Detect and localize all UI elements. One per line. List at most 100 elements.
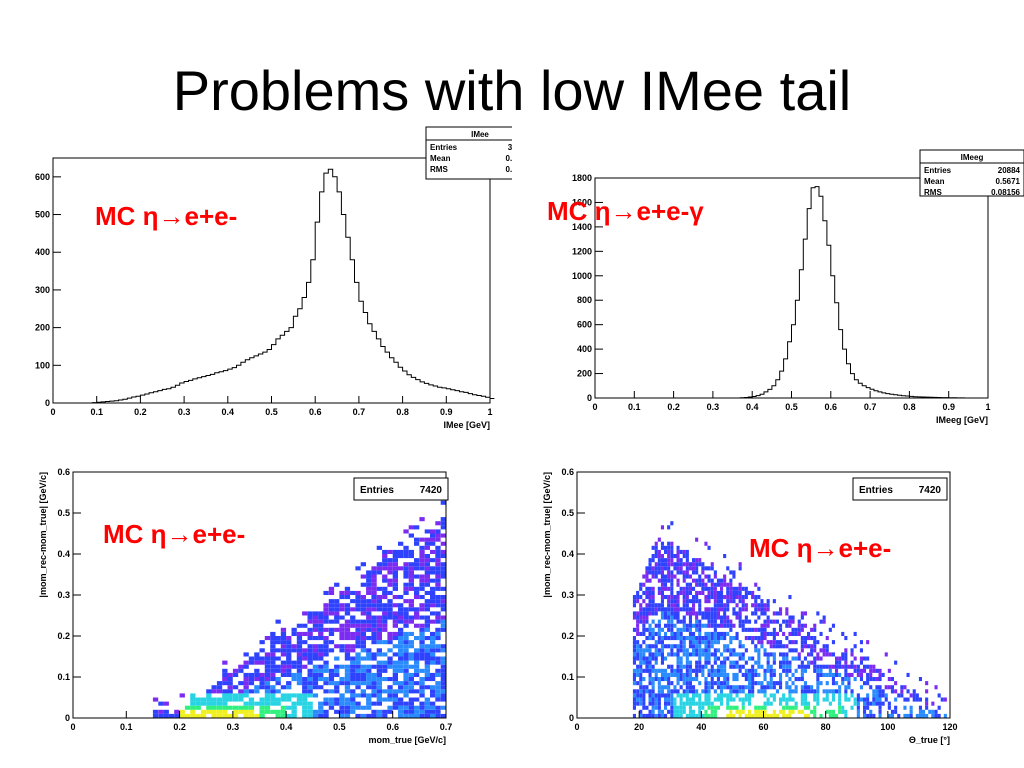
heatmap-cell xyxy=(232,705,239,710)
heatmap-cell xyxy=(430,599,436,604)
heatmap-cell xyxy=(392,652,398,657)
heatmap-cell xyxy=(334,701,340,706)
heatmap-cell xyxy=(387,689,393,694)
heatmap-cell xyxy=(831,652,835,657)
heatmap-cell xyxy=(872,701,876,706)
heatmap-cell xyxy=(782,664,786,669)
heatmap-cell xyxy=(403,713,409,718)
heatmap-cell xyxy=(660,652,664,657)
heatmap-cell xyxy=(844,709,848,714)
stats-title: IMeeg xyxy=(961,153,984,162)
heatmap-cell xyxy=(856,701,860,706)
heatmap-cell xyxy=(785,697,789,702)
heatmap-cell xyxy=(382,607,388,612)
heatmap-cell xyxy=(738,590,742,595)
heatmap-cell xyxy=(280,652,287,657)
heatmap-cell xyxy=(729,685,733,690)
heatmap-cell xyxy=(698,709,702,714)
heatmap-cell xyxy=(710,640,714,645)
heatmap-cell xyxy=(710,578,714,583)
heatmap-cell xyxy=(735,685,739,690)
heatmap-cell xyxy=(403,672,409,677)
heatmap-cell xyxy=(286,652,292,657)
heatmap-cell xyxy=(366,619,372,624)
heatmap-cell xyxy=(430,709,436,714)
heatmap-cell xyxy=(928,709,932,714)
heatmap-cell xyxy=(403,623,409,628)
heatmap-cell xyxy=(275,713,281,718)
heatmap-cell xyxy=(435,558,441,563)
heatmap-cell xyxy=(302,652,308,657)
heatmap-cell xyxy=(639,586,643,591)
heatmap-cell xyxy=(328,627,335,632)
heatmap-cell xyxy=(645,668,649,673)
heatmap-cell xyxy=(323,709,329,714)
x-tick-label: 0.2 xyxy=(134,407,147,417)
heatmap-cell xyxy=(660,558,664,563)
heatmap-cell xyxy=(695,537,699,542)
heatmap-cell xyxy=(403,615,409,620)
heatmap-cell xyxy=(440,595,446,600)
heatmap-cell xyxy=(866,677,870,682)
heatmap-cell xyxy=(710,685,714,690)
heatmap-cell xyxy=(440,566,446,571)
heatmap-cell xyxy=(654,549,658,554)
heatmap-cell xyxy=(838,664,842,669)
x-tick-label: 1 xyxy=(487,407,492,417)
heatmap-cell xyxy=(382,713,388,718)
heatmap-cell xyxy=(371,574,377,579)
x-tick-label: 0.7 xyxy=(353,407,366,417)
heatmap-cell xyxy=(807,713,811,718)
heatmap-cell xyxy=(639,648,643,653)
heatmap-cell xyxy=(664,558,668,563)
heatmap-cell xyxy=(738,599,742,604)
heatmap-cell xyxy=(682,644,686,649)
heatmap-cell xyxy=(670,603,674,608)
heatmap-cell xyxy=(841,664,845,669)
heatmap-cell xyxy=(435,627,441,632)
heatmap-cell xyxy=(707,566,711,571)
heatmap-cell xyxy=(424,685,430,690)
heatmap-cell xyxy=(673,595,677,600)
heatmap-cell xyxy=(713,607,717,612)
heatmap-cell xyxy=(291,677,297,682)
heatmap-cell xyxy=(813,644,817,649)
heatmap-cell xyxy=(779,672,783,677)
heatmap-cell xyxy=(398,549,404,554)
heatmap-cell xyxy=(435,599,441,604)
heatmap-cell xyxy=(286,640,292,645)
heatmap-cell xyxy=(760,623,764,628)
x-axis-label: mom_true [GeV/c] xyxy=(368,735,446,745)
heatmap-cell xyxy=(636,672,640,677)
heatmap-cell xyxy=(424,627,430,632)
heatmap-cell xyxy=(642,640,646,645)
heatmap-cell xyxy=(318,656,324,661)
heatmap-cell xyxy=(371,640,377,645)
heatmap-cell xyxy=(741,685,745,690)
heatmap-cell xyxy=(323,648,329,653)
heatmap-cell xyxy=(424,599,430,604)
heatmap-cell xyxy=(673,697,677,702)
heatmap-cell xyxy=(673,562,677,567)
heatmap-cell xyxy=(259,672,265,677)
heatmap-cell xyxy=(676,705,680,710)
heatmap-cell xyxy=(642,689,646,694)
heatmap-cell xyxy=(738,640,742,645)
heatmap-cell xyxy=(414,611,420,616)
heatmap-cell xyxy=(657,558,661,563)
heatmap-cell xyxy=(782,709,786,714)
mc-annotation: MC η→e+e- xyxy=(749,533,891,563)
heatmap-cell xyxy=(366,685,372,690)
heatmap-cell xyxy=(704,709,708,714)
heatmap-cell xyxy=(430,590,436,595)
heatmap-cell xyxy=(296,648,303,653)
heatmap-cell xyxy=(704,595,708,600)
heatmap-cell xyxy=(698,713,702,718)
heatmap-cell xyxy=(698,664,702,669)
heatmap-cell xyxy=(813,656,817,661)
heatmap-cell xyxy=(909,693,913,698)
heatmap-cell xyxy=(710,623,714,628)
heatmap-cell xyxy=(211,685,217,690)
heatmap-cell xyxy=(636,693,640,698)
heatmap-cell xyxy=(270,668,276,673)
